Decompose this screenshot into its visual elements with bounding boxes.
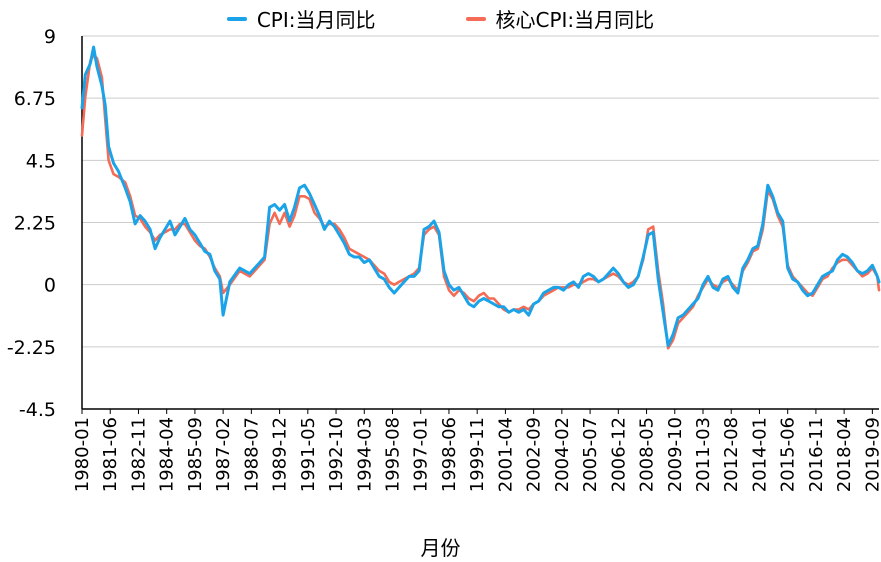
x-tick-label: 1987-02: [213, 417, 234, 492]
x-tick-label: 2004-02: [552, 417, 573, 492]
series-line-1: [80, 54, 881, 350]
x-tick-label: 1997-01: [411, 417, 432, 492]
legend-item-core-cpi: 核心CPI:当月同比: [465, 4, 655, 33]
legend-label-cpi: CPI:当月同比: [256, 8, 376, 32]
legend-item-cpi: CPI:当月同比: [226, 4, 376, 33]
y-tick-label: 2.25: [14, 213, 56, 235]
x-tick-label: 2009-10: [665, 417, 686, 492]
x-tick-label: 2012-08: [721, 417, 742, 492]
legend-swatch-cpi: [226, 16, 247, 21]
x-tick-label: 2011-03: [693, 417, 714, 492]
x-tick-label: 2016-11: [806, 417, 827, 492]
legend-label-core-cpi: 核心CPI:当月同比: [495, 8, 655, 32]
x-tick-label: 1980-01: [72, 417, 93, 492]
series-line-0: [80, 45, 881, 347]
x-tick-label: 1981-06: [100, 417, 121, 492]
x-tick-label: 1982-11: [128, 417, 149, 492]
x-tick-label: 1991-05: [298, 417, 319, 492]
x-tick-label: 2008-05: [637, 417, 658, 492]
x-tick-label: 2006-12: [608, 417, 629, 492]
x-tick-label: 1999-11: [467, 417, 488, 492]
x-tick-label: 1984-04: [157, 417, 178, 492]
y-tick-label: 0: [44, 275, 56, 297]
x-tick-label: 2015-06: [778, 417, 799, 492]
y-tick-label: 4.5: [26, 150, 56, 172]
x-tick-label: 1992-10: [326, 417, 347, 492]
legend: CPI:当月同比 核心CPI:当月同比: [0, 4, 881, 33]
x-tick-label: 2005-07: [580, 417, 601, 492]
x-tick-label: 2001-04: [495, 417, 516, 492]
x-tick-label: 1994-03: [354, 417, 375, 492]
x-tick-label: 2002-09: [524, 417, 545, 492]
y-tick-label: 6.75: [14, 88, 56, 110]
x-tick-label: 2014-01: [749, 417, 770, 492]
x-tick-label: 1998-06: [439, 417, 460, 492]
y-tick-label: -4.5: [19, 399, 56, 421]
x-tick-label: 1995-08: [382, 417, 403, 492]
x-tick-label: 1989-12: [270, 417, 291, 492]
x-tick-label: 2019-09: [862, 417, 881, 492]
y-tick-label: 9: [44, 26, 56, 48]
x-tick-label: 2018-04: [834, 417, 855, 492]
x-axis-title: 月份: [420, 536, 461, 560]
x-tick-label: 1988-07: [241, 417, 262, 492]
x-tick-label: 1985-09: [185, 417, 206, 492]
y-tick-label: -2.25: [7, 337, 56, 359]
legend-swatch-core-cpi: [465, 16, 486, 21]
